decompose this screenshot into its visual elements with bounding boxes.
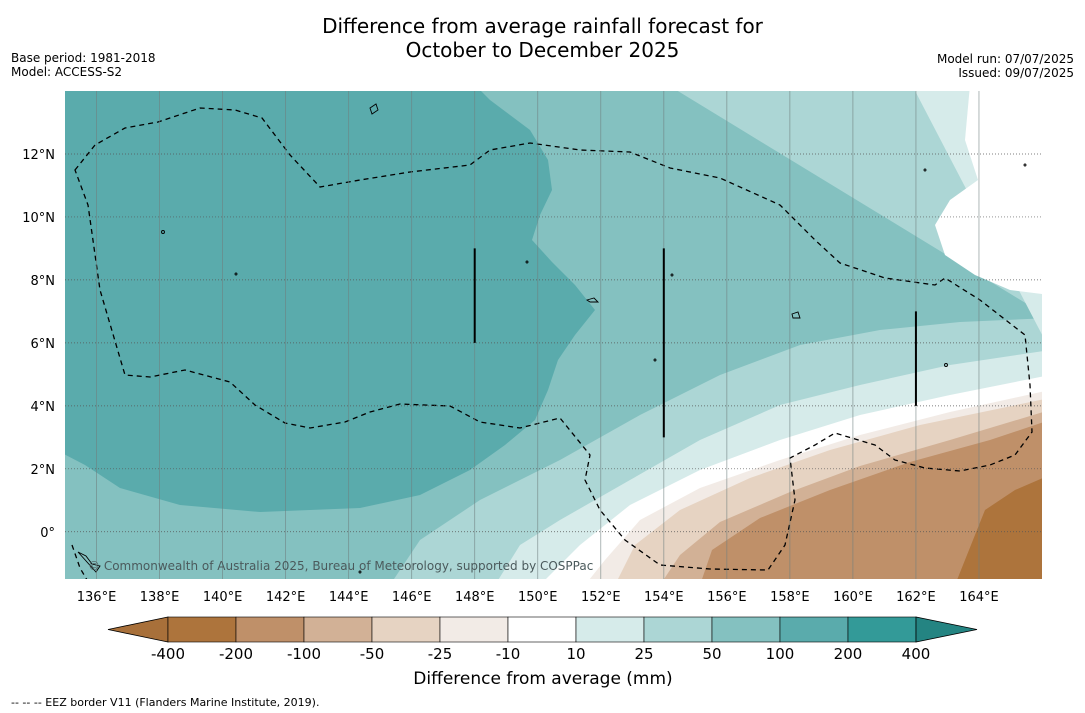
colorbar-tick-label: -10	[496, 645, 521, 663]
title-line-1: Difference from average rainfall forecas…	[322, 14, 763, 38]
island-islet-6	[234, 272, 238, 276]
eez-footnote: -- -- -- EEZ border V11 (Flanders Marine…	[11, 696, 320, 709]
colorbar-tick-label: -100	[287, 645, 321, 663]
lat-tick-label: 12°N	[22, 148, 55, 163]
copyright-text: © Commonwealth of Australia 2025, Bureau…	[88, 559, 593, 573]
island-chuuk	[585, 297, 600, 303]
island-kosrae	[944, 363, 948, 367]
lon-tick-label: 154°E	[644, 590, 684, 605]
lon-tick-label: 138°E	[140, 590, 180, 605]
lat-tick-label: 4°N	[31, 400, 56, 415]
lat-tick-label: 8°N	[31, 274, 56, 289]
lon-tick-label: 152°E	[581, 590, 621, 605]
colorbar-swatch	[439, 616, 509, 643]
region-dividers	[473, 248, 917, 438]
band-neg100-neg200	[702, 422, 1042, 579]
colorbar-tick-label: 100	[766, 645, 795, 663]
model-run-text: Model run: 07/07/2025	[936, 52, 1074, 66]
island-yap	[161, 230, 165, 234]
colorbar-extend-low	[107, 616, 169, 643]
lon-tick-label: 148°E	[455, 590, 495, 605]
issued-text: Issued: 09/07/2025	[958, 66, 1074, 80]
lat-tick-label: 6°N	[31, 337, 56, 352]
lon-tick-label: 144°E	[329, 590, 369, 605]
colorbar-swatch	[847, 616, 917, 643]
island-islet-2	[653, 358, 657, 362]
colorbar-swatch	[711, 616, 781, 643]
lon-tick-label: 162°E	[896, 590, 936, 605]
band-200-400	[65, 91, 595, 512]
colorbar-tick-label: 50	[702, 645, 721, 663]
model-text: Model: ACCESS-S2	[11, 65, 123, 79]
colorbar-swatch	[303, 616, 373, 643]
island-pohnpei	[791, 311, 801, 319]
lon-tick-label: 164°E	[959, 590, 999, 605]
eez-border-west	[74, 107, 1033, 571]
latitude-tick-labels: 12°N 10°N 8°N 6°N 4°N 2°N 0°	[22, 148, 55, 541]
lon-tick-label: 136°E	[77, 590, 117, 605]
map-panel: © Commonwealth of Australia 2025, Bureau…	[65, 91, 1042, 579]
island-guam	[369, 103, 379, 115]
island-islet-5	[525, 260, 529, 264]
colorbar-swatch	[507, 616, 577, 643]
colorbar-tick-label: -50	[360, 645, 385, 663]
gridlines	[65, 91, 1042, 579]
colorbar-tick-label: 25	[634, 645, 653, 663]
lat-tick-label: 10°N	[22, 211, 55, 226]
colorbar-swatch	[235, 616, 305, 643]
island-islet-4	[923, 168, 927, 172]
lon-tick-label: 140°E	[203, 590, 243, 605]
island-islet-3	[1023, 163, 1027, 167]
island-islet-7	[358, 570, 362, 574]
map-title: Difference from average rainfall forecas…	[0, 14, 1085, 62]
lon-tick-label: 156°E	[707, 590, 747, 605]
lon-tick-label: 158°E	[770, 590, 810, 605]
colorbar: -400 -200 -100 -50 -25 -10 10 25 50 100 200 400	[107, 616, 978, 663]
title-line-2: October to December 2025	[405, 38, 680, 62]
colorbar-swatch	[779, 616, 849, 643]
lon-tick-label: 150°E	[518, 590, 558, 605]
colorbar-extend-high	[915, 616, 978, 643]
colorbar-swatch	[371, 616, 441, 643]
meta-left: Base period: 1981-2018 Model: ACCESS-S2	[11, 51, 156, 79]
colorbar-tick-label: 200	[834, 645, 863, 663]
colorbar-title: Difference from average (mm)	[413, 669, 672, 689]
band-neg200-neg400	[957, 478, 1042, 579]
colorbar-swatch	[167, 616, 237, 643]
colorbar-tick-label: -25	[428, 645, 453, 663]
base-period-text: Base period: 1981-2018	[11, 51, 156, 65]
meta-right: Model run: 07/07/2025 Issued: 09/07/2025	[937, 52, 1074, 80]
island-islet-1	[670, 273, 674, 277]
lon-tick-label: 146°E	[392, 590, 432, 605]
lon-tick-label: 142°E	[266, 590, 306, 605]
lat-tick-label: 2°N	[31, 463, 56, 478]
eez-borders	[71, 107, 1033, 579]
lon-tick-label: 160°E	[833, 590, 873, 605]
colorbar-tick-label: 10	[566, 645, 585, 663]
colorbar-tick-label: -400	[151, 645, 185, 663]
colorbar-tick-label: -200	[219, 645, 253, 663]
colorbar-swatch	[575, 616, 645, 643]
lat-tick-label: 0°	[40, 526, 55, 541]
islands	[77, 103, 1027, 574]
colorbar-tick-label: 400	[902, 645, 931, 663]
island-palau	[77, 551, 101, 573]
colorbar-swatch	[643, 616, 713, 643]
longitude-tick-labels: 136°E 138°E 140°E 142°E 144°E 146°E 148°E 150°E…	[77, 590, 999, 605]
